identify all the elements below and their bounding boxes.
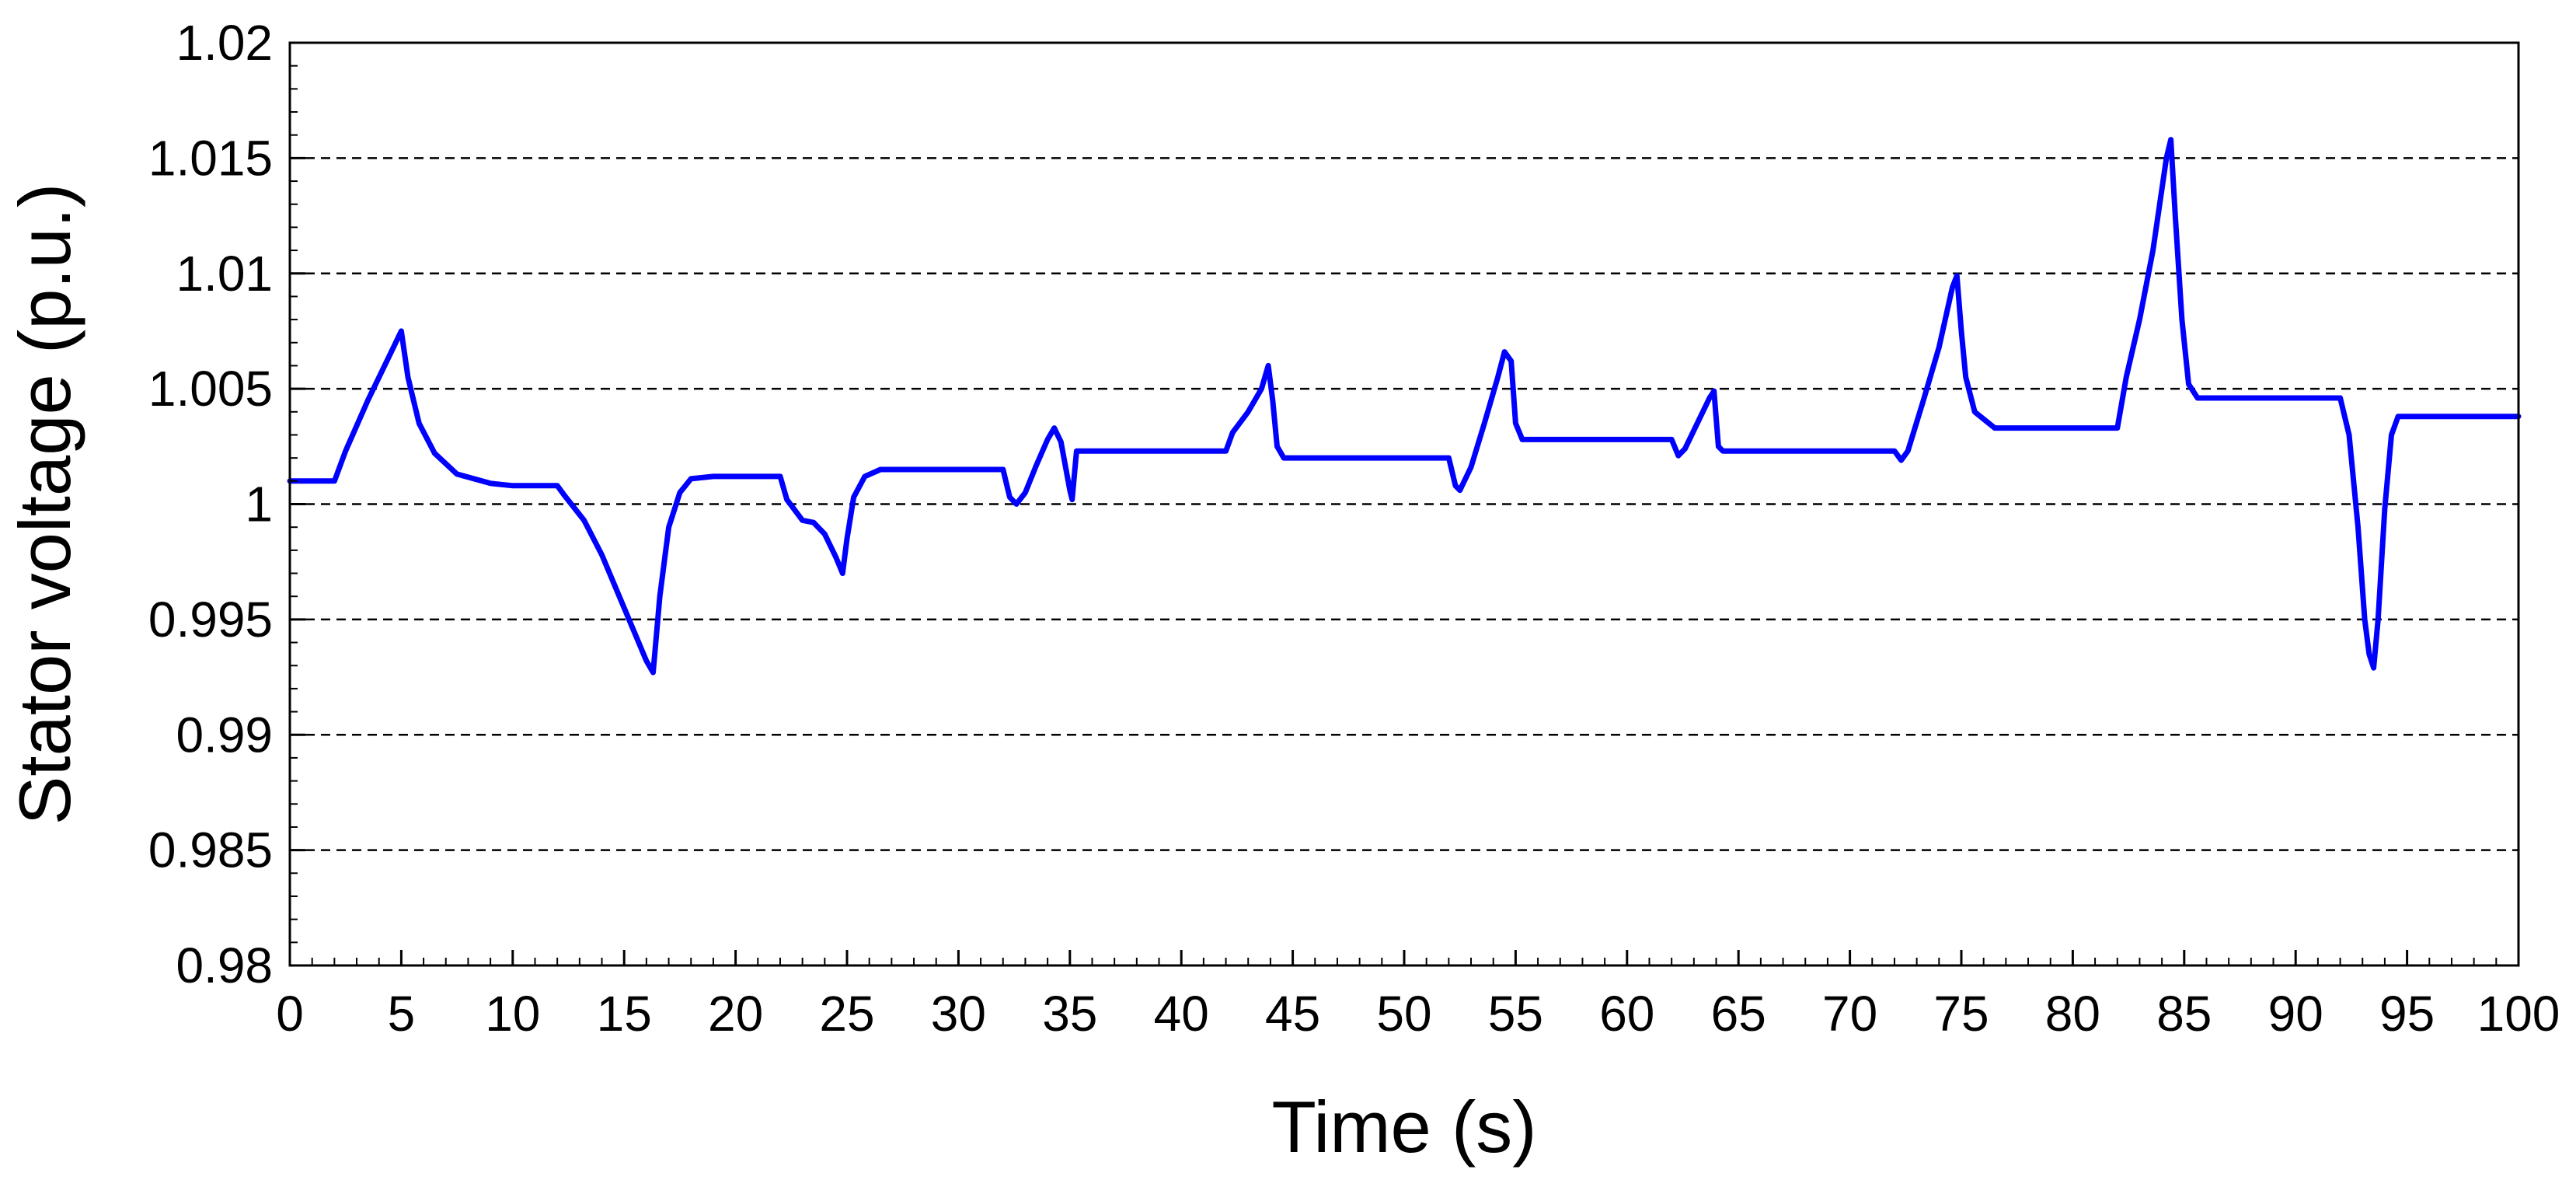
y-axis-label: Stator voltage (p.u.) [4, 183, 85, 826]
x-tick-label: 35 [1042, 986, 1097, 1042]
x-tick-label: 20 [708, 986, 763, 1042]
x-tick-label: 15 [597, 986, 652, 1042]
x-tick-label: 100 [2477, 986, 2560, 1042]
y-axis-ticks: 0.98 0.985 0.99 0.995 1 1.005 1.01 1.015 1.02 [148, 15, 305, 993]
x-axis-label: Time (s) [1271, 1086, 1536, 1168]
x-tick-label: 50 [1376, 986, 1431, 1042]
y-tick-label: 0.99 [176, 707, 273, 763]
series-line [287, 137, 2522, 676]
x-tick-label: 10 [485, 986, 540, 1042]
x-tick-label: 45 [1265, 986, 1320, 1042]
y-tick-label: 0.98 [176, 937, 273, 993]
x-tick-label: 25 [819, 986, 874, 1042]
series-layer [287, 137, 2522, 676]
x-tick-label: 55 [1488, 986, 1543, 1042]
x-tick-label: 0 [276, 986, 304, 1042]
y-tick-label: 1.02 [176, 15, 273, 71]
y-tick-label: 1.015 [148, 130, 273, 186]
x-tick-label: 60 [1599, 986, 1654, 1042]
y-tick-label: 1.01 [176, 246, 273, 302]
x-tick-label: 70 [1822, 986, 1877, 1042]
x-tick-label: 30 [931, 986, 986, 1042]
x-tick-label: 65 [1711, 986, 1766, 1042]
y-tick-label: 0.995 [148, 592, 273, 648]
x-tick-label: 5 [388, 986, 416, 1042]
y-tick-label: 0.985 [148, 822, 273, 878]
y-tick-label: 1 [245, 477, 273, 532]
y-tick-label: 1.005 [148, 361, 273, 417]
x-tick-label: 40 [1154, 986, 1209, 1042]
x-tick-label: 90 [2268, 986, 2323, 1042]
gridlines [290, 157, 2518, 851]
x-tick-label: 80 [2045, 986, 2100, 1042]
x-tick-label: 95 [2379, 986, 2435, 1042]
x-axis-ticks: 0 5 10 15 20 25 30 35 40 45 50 55 60 65 70 75 80 85 90 95 10… [276, 950, 2560, 1042]
x-tick-label: 75 [1933, 986, 1989, 1042]
x-tick-label: 85 [2156, 986, 2212, 1042]
